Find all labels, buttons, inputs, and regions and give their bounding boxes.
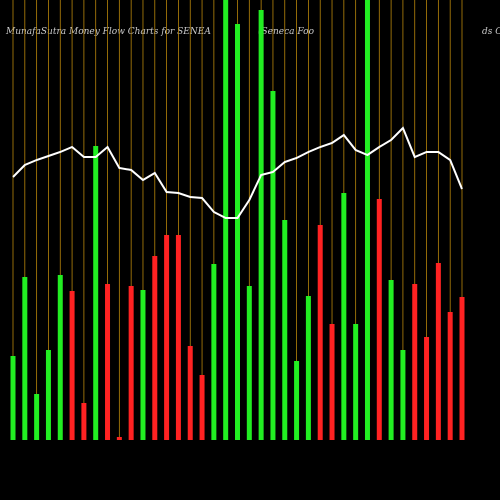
bar: [270, 91, 276, 440]
bar: [388, 280, 394, 440]
bar: [317, 225, 323, 440]
bar: [105, 284, 111, 440]
bar: [305, 296, 311, 440]
bar: [93, 146, 99, 440]
bar: [45, 350, 51, 440]
bar: [412, 284, 418, 440]
chart-title: MunafaSutra Money Flow Charts for SENEA: [5, 27, 211, 37]
chart-subtitle-tail: ds C: [482, 27, 500, 37]
money-flow-line: [12, 126, 463, 219]
chart-subtitle: (Seneca Foo: [258, 26, 315, 37]
bar: [400, 350, 406, 440]
bar: [424, 337, 430, 440]
bar: [459, 297, 465, 440]
bar: [81, 403, 87, 440]
bar: [294, 361, 300, 440]
bar: [34, 394, 40, 440]
bar: [246, 286, 252, 440]
bar: [116, 437, 122, 440]
bar: [22, 277, 28, 440]
bar: [258, 10, 264, 440]
bar: [223, 0, 229, 440]
bar: [164, 235, 170, 440]
bar: [435, 263, 441, 440]
bar: [57, 275, 63, 440]
bar: [376, 199, 382, 440]
bar: [10, 356, 16, 440]
bar: [69, 291, 75, 440]
bar: [199, 375, 205, 440]
bar: [128, 286, 134, 440]
bar: [175, 235, 181, 440]
bar: [282, 220, 288, 440]
bar: [329, 324, 335, 440]
bar: [447, 312, 453, 440]
bar: [364, 0, 370, 440]
bar: [152, 256, 158, 440]
bar: [140, 290, 146, 440]
bar: [353, 324, 359, 440]
bar: [341, 193, 347, 440]
bar: [187, 346, 193, 440]
bar: [211, 264, 217, 440]
bar: [235, 24, 240, 440]
